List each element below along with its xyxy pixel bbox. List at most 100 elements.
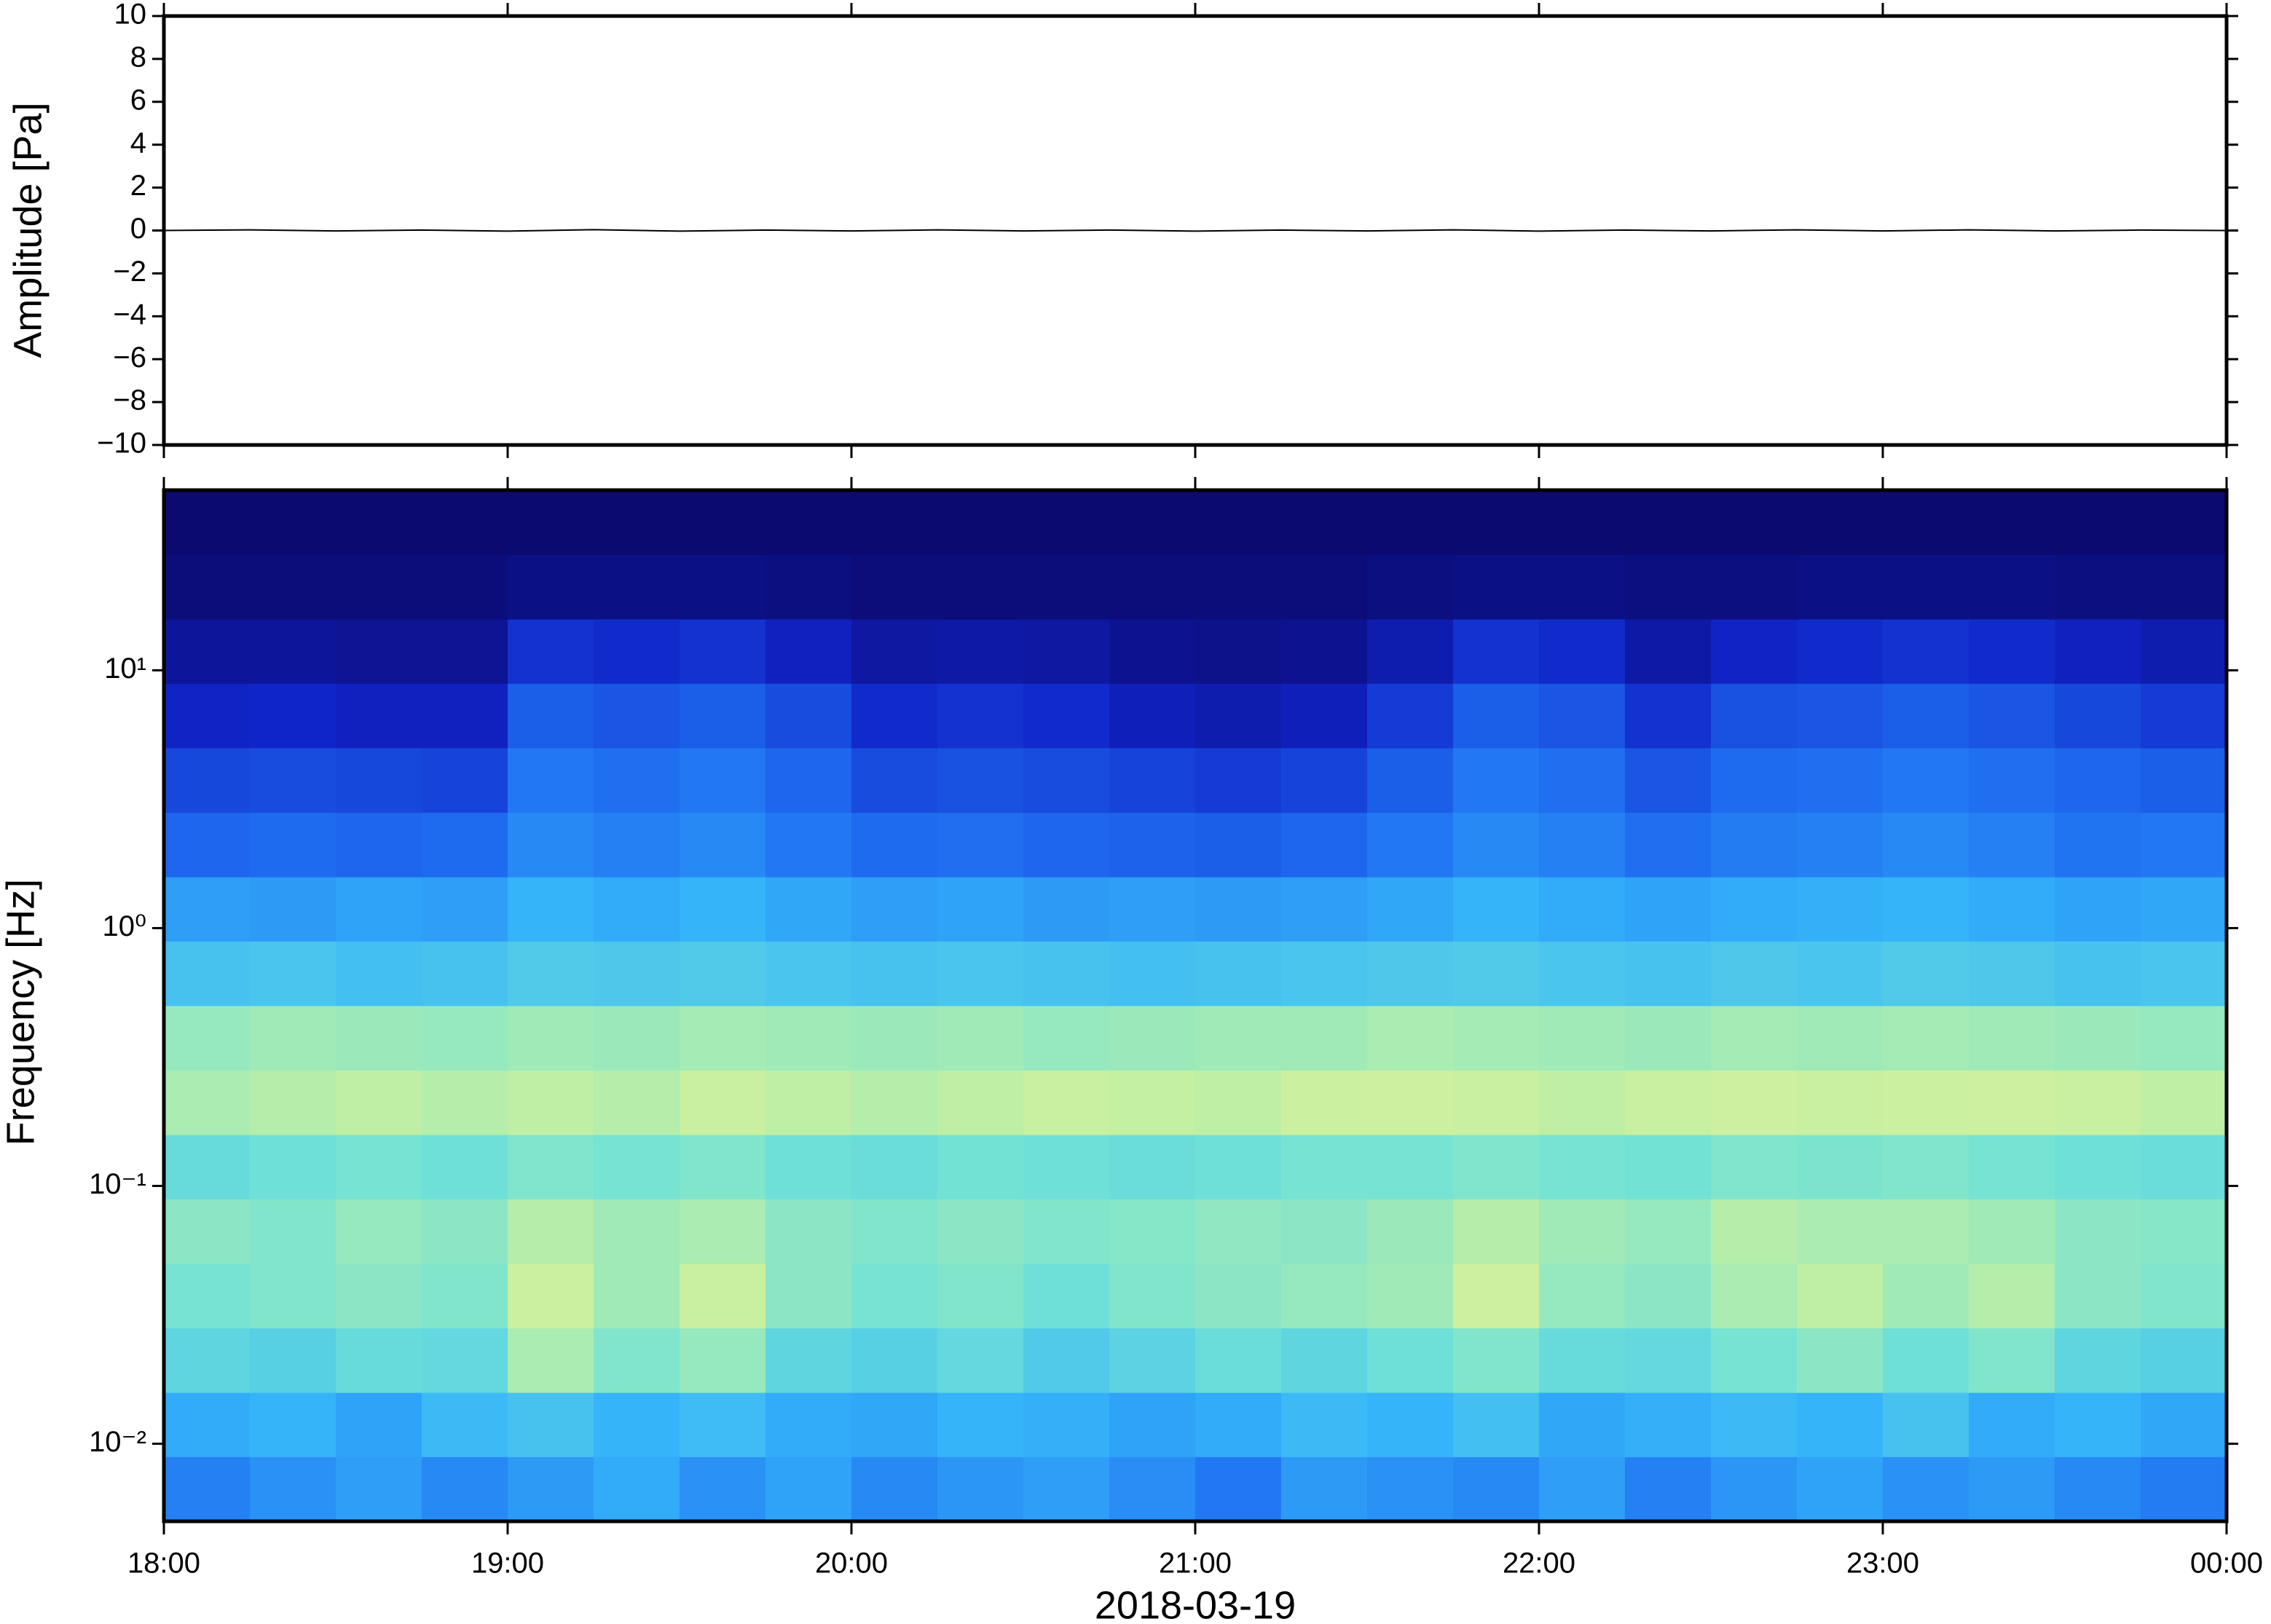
spectrogram-cell [336, 683, 422, 749]
spectrogram-cell [937, 490, 1024, 556]
spectrogram-cell [1539, 1199, 1626, 1264]
spectrogram-cell [422, 1135, 508, 1199]
spectrogram-cell [680, 1457, 766, 1522]
spectrogram-cell [765, 1006, 852, 1071]
spectrogram-cell [1453, 1457, 1540, 1522]
spectrogram-cell [1023, 683, 1110, 749]
spectrogram-cell [508, 683, 594, 749]
spectrogram-cell [851, 619, 938, 684]
spectrogram-cell [2055, 1392, 2141, 1457]
spectrogram-cell [1109, 877, 1196, 942]
spectrogram-cell [1453, 554, 1540, 620]
spectrogram-cell [851, 1328, 938, 1393]
y-tick-label: 8 [130, 41, 146, 73]
spectrogram-cell [250, 1006, 336, 1071]
spectrogram-cell [1539, 941, 1626, 1006]
spectrogram-cell [164, 941, 251, 1006]
spectrogram-cell [680, 1264, 766, 1329]
spectrogram-cell [1195, 1006, 1282, 1071]
spectrogram-cell [1281, 1070, 1368, 1135]
spectrogram-cell [1539, 1392, 1626, 1457]
spectrogram-cell [1109, 683, 1196, 749]
spectrogram-cell [937, 619, 1024, 684]
spectrogram-cell [250, 748, 336, 813]
spectrogram-cell [1453, 619, 1540, 684]
spectrogram-cell [680, 1392, 766, 1457]
spectrogram-cell [250, 941, 336, 1006]
spectrogram-cell [336, 941, 422, 1006]
spectrogram-cell [1367, 812, 1454, 878]
spectrogram-cell [2055, 619, 2141, 684]
spectrogram-cell [508, 1328, 594, 1393]
y-axis-label: Amplitude [Pa] [6, 102, 50, 358]
spectrogram-cell [336, 1070, 422, 1135]
spectrogram-cell [765, 1457, 852, 1522]
spectrogram-cell [508, 1070, 594, 1135]
spectrogram-cell [1109, 748, 1196, 813]
spectrogram-cell [1281, 941, 1368, 1006]
x-tick-label: 00:00 [2190, 1548, 2263, 1580]
spectrogram-cell [164, 1392, 251, 1457]
spectrogram-cell [508, 1199, 594, 1264]
spectrogram-cell [1453, 1135, 1540, 1199]
spectrogram-cell [1969, 1264, 2055, 1329]
spectrogram-cell [1797, 1006, 1884, 1071]
spectrogram-cell [1969, 554, 2055, 620]
spectrogram-cell [422, 683, 508, 749]
spectrogram-cell [1023, 877, 1110, 942]
spectrogram-cell [594, 554, 680, 620]
spectrogram-cell [1367, 683, 1454, 749]
spectrogram-cell [2141, 1392, 2227, 1457]
spectrogram-cell [1539, 877, 1626, 942]
spectrogram-cell [1281, 1264, 1368, 1329]
spectrogram-cell [1797, 683, 1884, 749]
spectrogram-cell [422, 748, 508, 813]
spectrogram-cell [1711, 941, 1798, 1006]
spectrogram-cell [765, 812, 852, 878]
spectrogram-cell [422, 1264, 508, 1329]
spectrogram-cell [937, 748, 1024, 813]
spectrogram-cell [164, 554, 251, 620]
spectrogram-cell [250, 812, 336, 878]
spectrogram-cell [164, 1199, 251, 1264]
spectrogram-cell [1969, 1392, 2055, 1457]
spectrogram-cell [1195, 1457, 1282, 1522]
spectrogram-cell [1023, 619, 1110, 684]
spectrogram-cell [765, 490, 852, 556]
spectrogram-cell [765, 877, 852, 942]
y-tick-label: 10⁰ [102, 910, 146, 942]
spectrogram-cell [680, 490, 766, 556]
spectrogram-cell [680, 683, 766, 749]
spectrogram-cell [1109, 1392, 1196, 1457]
x-tick-label: 22:00 [1503, 1548, 1575, 1580]
spectrogram-cell [1023, 941, 1110, 1006]
spectrogram-cell [1109, 554, 1196, 620]
spectrogram-cell [594, 748, 680, 813]
y-tick-label: −6 [113, 342, 146, 374]
spectrogram-cell [1281, 1135, 1368, 1199]
spectrogram-cell [422, 554, 508, 620]
spectrogram-cell [1453, 1199, 1540, 1264]
spectrogram-cell [2055, 1006, 2141, 1071]
spectrogram-cell [1883, 554, 1969, 620]
spectrogram-cell [1539, 1264, 1626, 1329]
spectrogram-cell [937, 1264, 1024, 1329]
spectrogram-cell [1281, 1006, 1368, 1071]
spectrogram-cell [2055, 812, 2141, 878]
spectrogram-cell [1367, 1392, 1454, 1457]
spectrogram-cell [1883, 748, 1969, 813]
y-tick-label: 4 [130, 127, 146, 159]
spectrogram-cell [336, 1264, 422, 1329]
spectrogram-cell [1453, 683, 1540, 749]
spectrogram-cell [1109, 1070, 1196, 1135]
spectrogram-cell [1023, 812, 1110, 878]
spectrogram-cell [1023, 1328, 1110, 1393]
spectrogram-cell [164, 1135, 251, 1199]
x-axis-label: 2018-03-19 [1095, 1583, 1296, 1624]
spectrogram-cell [1883, 1392, 1969, 1457]
spectrogram-cell [594, 1328, 680, 1393]
spectrogram-cell [164, 1006, 251, 1071]
spectrogram-cell [1625, 619, 1712, 684]
spectrogram-cell [1109, 1457, 1196, 1522]
spectrogram-cell [1969, 619, 2055, 684]
